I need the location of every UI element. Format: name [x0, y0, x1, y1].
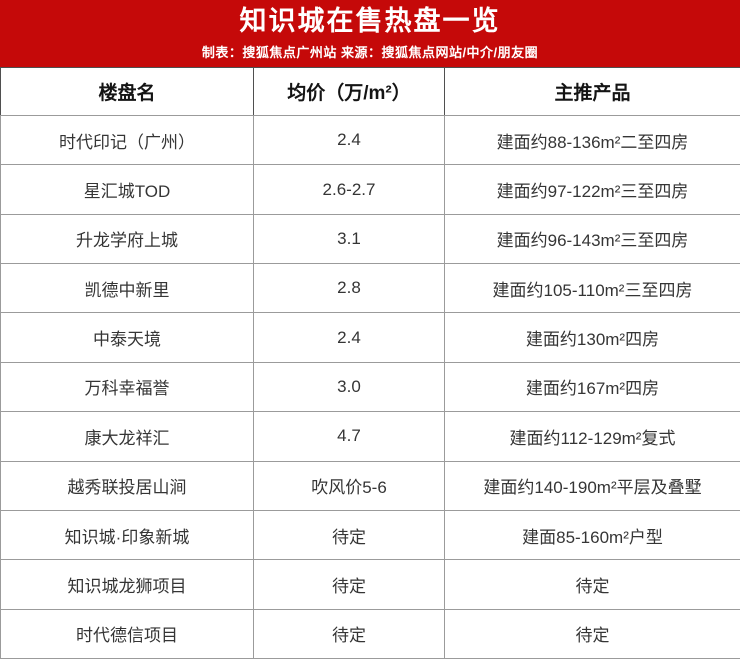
cell-project-name: 万科幸福誉: [0, 361, 254, 413]
table-row: 星汇城TOD 2.6-2.7 建面约97-122m²三至四房: [0, 164, 740, 215]
cell-project-name: 时代印记（广州）: [0, 114, 254, 166]
cell-main-product: 建面约97-122m²三至四房: [444, 164, 740, 215]
cell-main-product: 待定: [444, 559, 740, 610]
table-row: 时代德信项目 待定 待定: [0, 608, 740, 659]
cell-average-price: 2.8: [253, 263, 445, 314]
table-row: 时代印记（广州） 2.4 建面约88-136m²二至四房: [0, 114, 740, 166]
cell-average-price: 待定: [253, 509, 445, 561]
cell-main-product: 建面约130m²四房: [444, 312, 740, 363]
cell-main-product: 建面85-160m²户型: [444, 509, 740, 561]
cell-average-price: 2.4: [253, 114, 445, 166]
table-row: 知识城·印象新城 待定 建面85-160m²户型: [0, 509, 740, 561]
cell-project-name: 康大龙祥汇: [0, 411, 254, 462]
cell-project-name: 时代德信项目: [0, 608, 254, 659]
table-row: 康大龙祥汇 4.7 建面约112-129m²复式: [0, 411, 740, 462]
cell-average-price: 2.4: [253, 312, 445, 363]
table-row: 中泰天境 2.4 建面约130m²四房: [0, 312, 740, 363]
cell-average-price: 3.1: [253, 213, 445, 265]
cell-average-price: 待定: [253, 559, 445, 610]
cell-average-price: 待定: [253, 608, 445, 659]
cell-average-price: 吹风价5-6: [253, 460, 445, 511]
cell-project-name: 越秀联投居山涧: [0, 460, 254, 511]
column-header-project-name: 楼盘名: [0, 67, 254, 116]
listings-table: 楼盘名 均价（万/m²） 主推产品 时代印记（广州） 2.4 建面约88-136…: [0, 67, 740, 659]
cell-main-product: 建面约167m²四房: [444, 361, 740, 413]
table-row: 知识城龙狮项目 待定 待定: [0, 559, 740, 610]
cell-main-product: 建面约112-129m²复式: [444, 411, 740, 462]
cell-project-name: 星汇城TOD: [0, 164, 254, 215]
cell-main-product: 建面约88-136m²二至四房: [444, 114, 740, 166]
cell-main-product: 建面约140-190m²平层及叠墅: [444, 460, 740, 511]
banner-subtitle: 制表：搜狐焦点广州站 来源：搜狐焦点网站/中介/朋友圈: [201, 44, 539, 60]
cell-main-product: 建面约96-143m²三至四房: [444, 213, 740, 265]
cell-project-name: 凯德中新里: [0, 263, 254, 314]
banner: 知识城在售热盘一览 制表：搜狐焦点广州站 来源：搜狐焦点网站/中介/朋友圈: [0, 0, 740, 67]
table-row: 升龙学府上城 3.1 建面约96-143m²三至四房: [0, 213, 740, 265]
column-header-average-price: 均价（万/m²）: [253, 67, 445, 116]
table-header-row: 楼盘名 均价（万/m²） 主推产品: [0, 67, 740, 116]
cell-project-name: 知识城·印象新城: [0, 509, 254, 561]
cell-main-product: 建面约105-110m²三至四房: [444, 263, 740, 314]
cell-project-name: 中泰天境: [0, 312, 254, 363]
table-body: 时代印记（广州） 2.4 建面约88-136m²二至四房 星汇城TOD 2.6-…: [0, 114, 740, 659]
column-header-main-product: 主推产品: [444, 67, 740, 116]
cell-average-price: 3.0: [253, 361, 445, 413]
cell-average-price: 2.6-2.7: [253, 164, 445, 215]
cell-average-price: 4.7: [253, 411, 445, 462]
table-row: 凯德中新里 2.8 建面约105-110m²三至四房: [0, 263, 740, 314]
cell-project-name: 知识城龙狮项目: [0, 559, 254, 610]
table-row: 越秀联投居山涧 吹风价5-6 建面约140-190m²平层及叠墅: [0, 460, 740, 511]
cell-main-product: 待定: [444, 608, 740, 659]
cell-project-name: 升龙学府上城: [0, 213, 254, 265]
table-row: 万科幸福誉 3.0 建面约167m²四房: [0, 361, 740, 413]
page-title: 知识城在售热盘一览: [239, 6, 501, 37]
